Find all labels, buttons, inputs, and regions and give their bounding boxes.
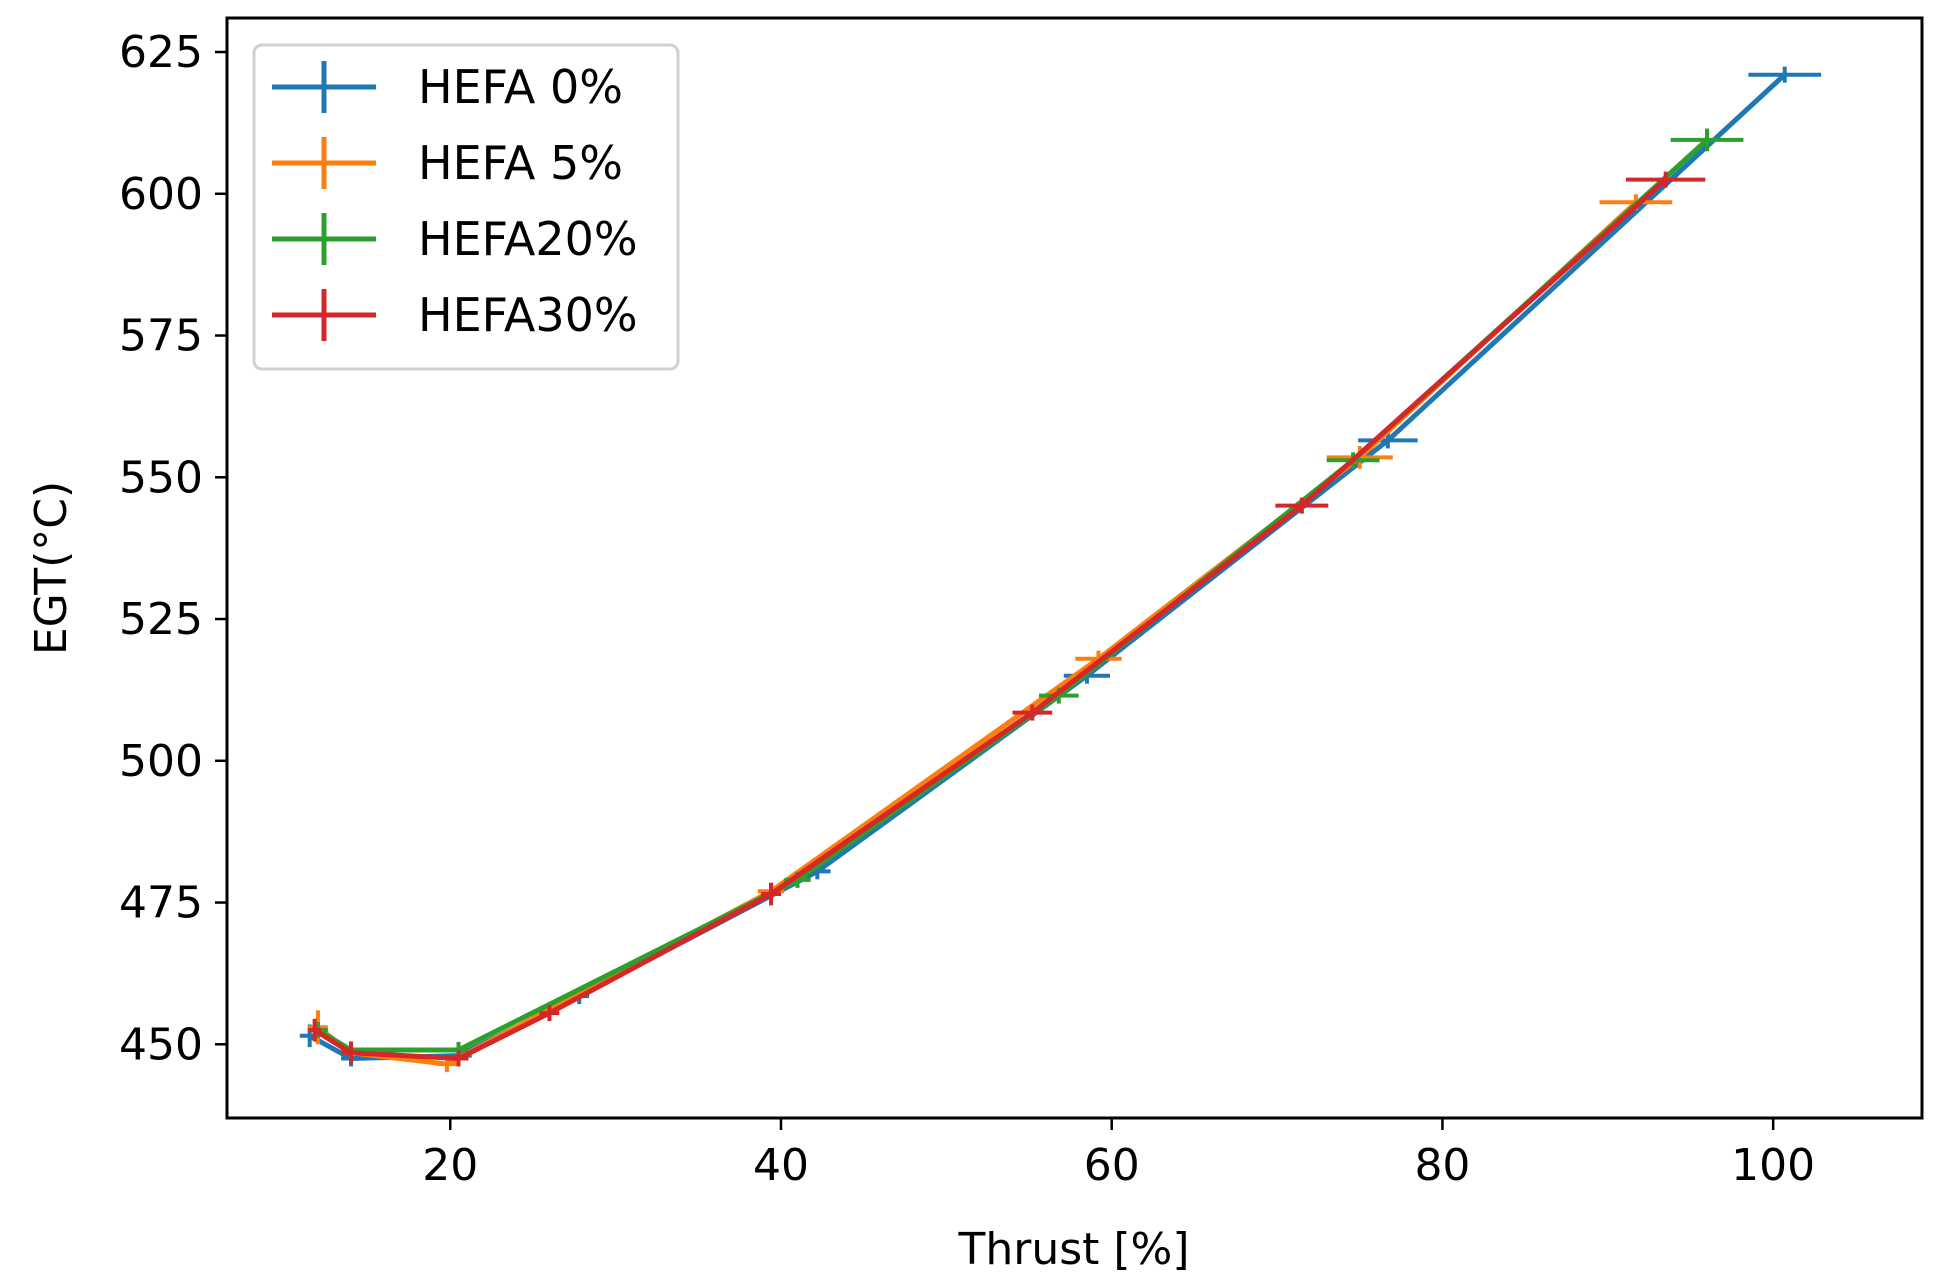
legend-item: HEFA 5% <box>272 136 623 190</box>
legend-label: HEFA 5% <box>418 136 623 190</box>
series-hefa30% <box>308 171 1706 1067</box>
y-tick-label: 600 <box>119 169 203 220</box>
y-tick-label: 475 <box>119 878 203 929</box>
x-tick-label: 60 <box>1084 1140 1140 1191</box>
legend-item: HEFA 0% <box>272 60 623 114</box>
legend-label: HEFA 0% <box>418 60 623 114</box>
series-line <box>313 177 1668 1061</box>
y-axis: 450 475 500 525 550 575 600 625 <box>119 27 227 1070</box>
y-tick-label: 625 <box>119 27 203 78</box>
plot-area <box>299 66 1822 1073</box>
y-tick-label: 525 <box>119 594 203 645</box>
y-tick-label: 450 <box>119 1019 203 1070</box>
legend-label: HEFA30% <box>418 288 638 342</box>
legend-item: HEFA30% <box>272 288 638 342</box>
legend-box <box>252 43 680 371</box>
y-tick-label: 575 <box>119 311 203 362</box>
x-axis: 20 40 60 80 100 <box>422 1118 1815 1191</box>
x-axis-label: Thrust [%] <box>957 1224 1189 1275</box>
x-tick-label: 20 <box>422 1140 478 1191</box>
y-tick-label: 550 <box>119 452 203 503</box>
y-axis-label: EGT(°C) <box>26 481 77 655</box>
legend-item: HEFA20% <box>272 212 638 266</box>
x-tick-label: 40 <box>753 1140 809 1191</box>
y-tick-label: 500 <box>119 736 203 787</box>
axes-frame <box>225 16 1924 1120</box>
x-tick-label: 80 <box>1414 1140 1470 1191</box>
x-tick-label: 100 <box>1731 1140 1815 1191</box>
legend: HEFA 0% HEFA 5% HEFA20% HEFA30% <box>252 43 680 371</box>
legend-label: HEFA20% <box>418 212 638 266</box>
